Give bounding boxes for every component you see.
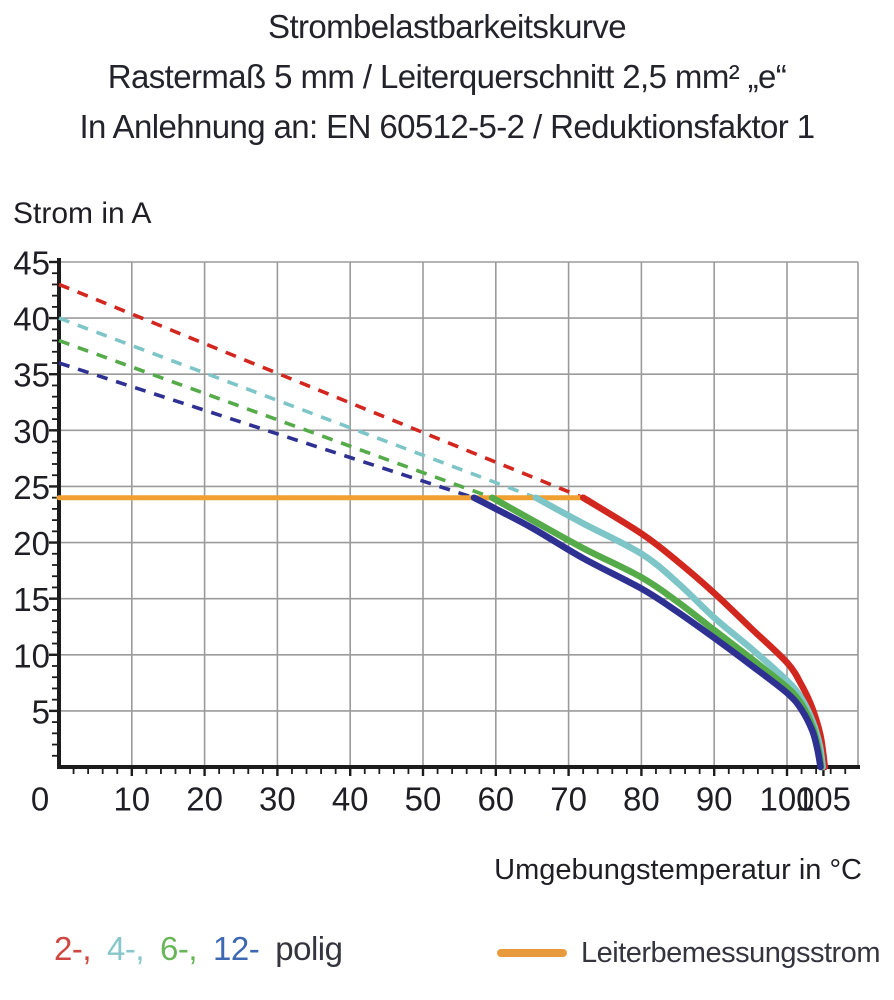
legend-label-4-polig: 4-, [107,930,145,967]
title-line-3: In Anlehnung an: EN 60512-5-2 / Reduktio… [79,108,815,145]
y-tick-label: 45 [13,245,50,282]
series-12-polig-solid [470,494,824,771]
series-6-polig-solid [488,494,825,771]
y-tick-label: 15 [13,581,50,618]
x-tick-label: 20 [186,781,223,818]
series-2-polig-dashed [58,282,584,500]
legend-line-label: Leiterbemessungsstrom [581,936,880,969]
y-tick-label: 35 [13,357,50,394]
series-2-polig-solid [579,494,829,771]
x-tick-label: 30 [259,781,296,818]
y-tick-label: 30 [13,413,50,450]
x-tick-label: 40 [332,781,369,818]
x-tick-label: 10 [113,781,150,818]
series-6-polig-dashed [58,338,493,500]
x-tick-label: 80 [623,781,660,818]
legend-label-12-polig: 12- [213,930,260,967]
x-tick-label: 100 [759,781,814,818]
legend-label-6-polig: 6-, [160,930,198,967]
title-line-1: Strombelastbarkeitskurve [268,8,627,45]
series-4-polig-dashed [58,316,537,500]
legend-label-2-polig: 2-, [54,930,92,967]
y-tick-label: 40 [13,301,50,338]
x-tick-label: 90 [696,781,733,818]
legend-poles: 2-, 4-, 6-, 12- polig [54,930,343,976]
x-tick-label: 50 [405,781,442,818]
legend-label-polig: polig [275,930,343,967]
series-4-polig-solid [532,494,826,771]
x-tick-label: 105 [796,781,851,818]
series-12-polig-dashed [58,361,475,500]
y-tick-label: 10 [13,637,50,674]
y-tick-label: 20 [13,525,50,562]
x-tick-label: 70 [550,781,587,818]
legend-line: Leiterbemessungsstrom [497,930,880,976]
legend-line-swatch [497,949,567,957]
y-tick-label: 25 [13,469,50,506]
x-axis-title: Umgebungstemperatur in °C [494,854,862,886]
chart-title: Strombelastbarkeitskurve Rastermaß 5 mm … [0,2,894,152]
x-tick-label: 60 [477,781,514,818]
y-axis-title: Strom in A [13,197,151,230]
title-line-2: Rastermaß 5 mm / Leiterquerschnitt 2,5 m… [107,58,787,95]
y-tick-label: 5 [32,693,50,730]
y-tick-label-origin: 0 [31,781,49,818]
